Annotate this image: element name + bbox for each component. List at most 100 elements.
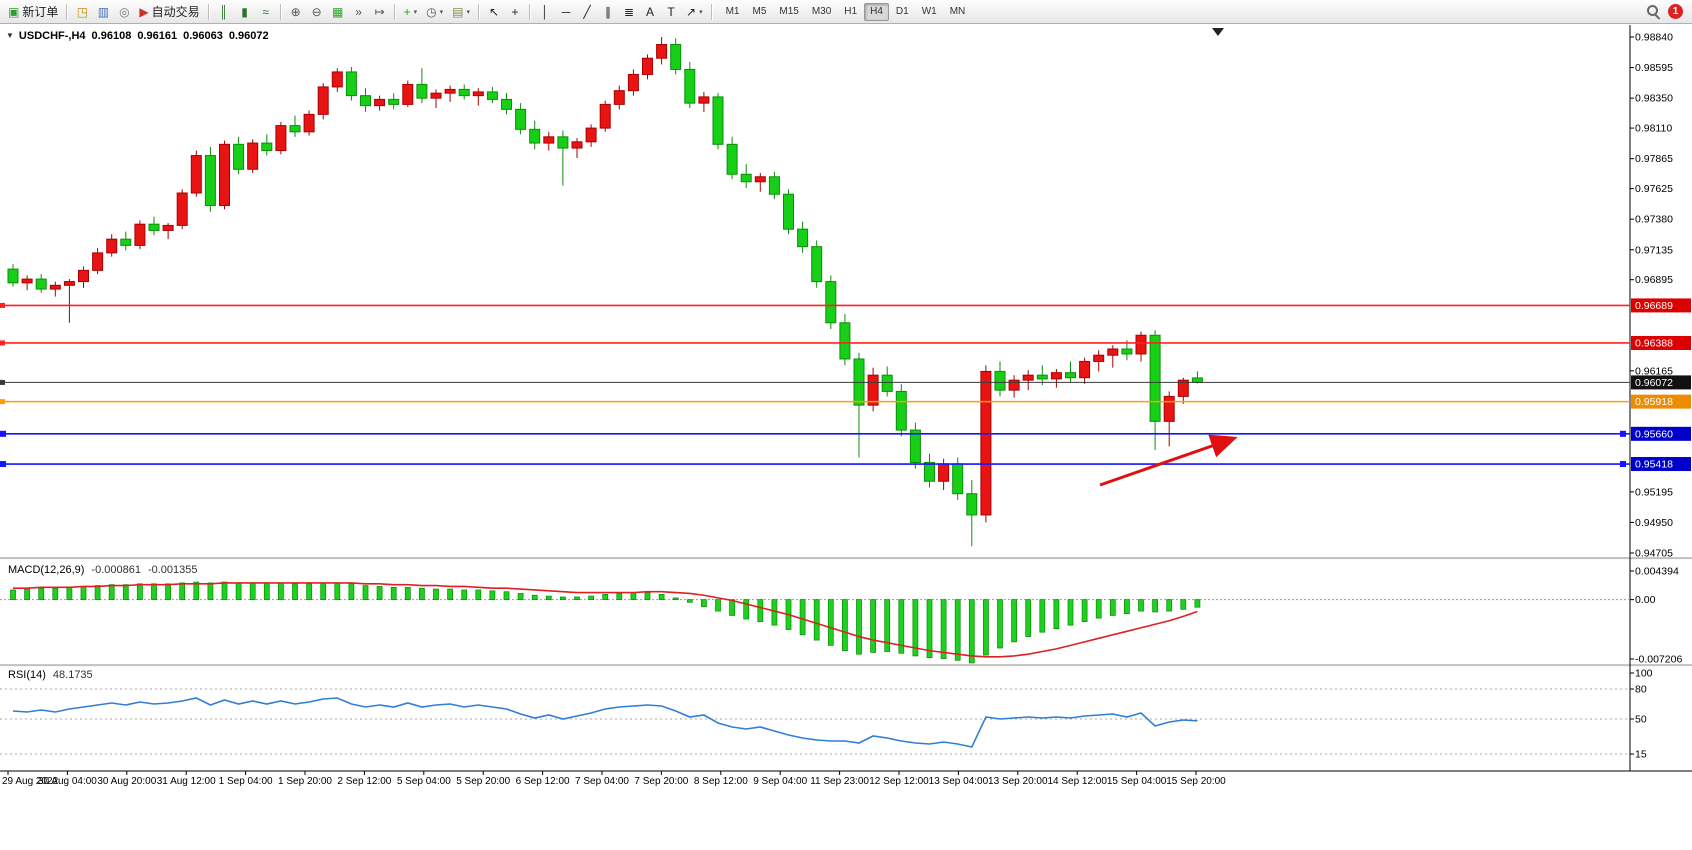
- time-axis-label[interactable]: 12 Sep 12:00: [869, 776, 929, 787]
- arrow-annotation[interactable]: [1099, 434, 1238, 487]
- price-tag-text: 0.96072: [1635, 377, 1673, 389]
- candle-body: [1022, 374, 1034, 381]
- zoom-out-button[interactable]: ⊖: [307, 2, 327, 22]
- vertical-line-button[interactable]: │: [535, 2, 555, 22]
- time-axis-label[interactable]: 1 Sep 04:00: [219, 776, 273, 787]
- macd-histogram-bar: [221, 581, 228, 601]
- chart-window-button[interactable]: ◳: [72, 2, 92, 22]
- auto-scroll-button[interactable]: »: [349, 2, 369, 22]
- cursor-button[interactable]: ↖: [484, 2, 504, 22]
- candle-body: [613, 90, 625, 105]
- price-axis-label: 0.97865: [1635, 153, 1673, 165]
- text-button[interactable]: A: [640, 2, 660, 22]
- candle-body: [7, 268, 19, 284]
- candlestick-chart-button[interactable]: ▮: [235, 2, 255, 22]
- time-axis-label[interactable]: 9 Sep 04:00: [753, 776, 807, 787]
- macd-histogram-bar: [179, 582, 186, 601]
- time-axis-label[interactable]: 5 Sep 04:00: [397, 776, 451, 787]
- ohlc-high: 0.96161: [137, 30, 178, 42]
- history-center-button[interactable]: ◎: [114, 2, 134, 22]
- text-label-button[interactable]: T: [661, 2, 681, 22]
- chart-shift-button[interactable]: ↦: [370, 2, 390, 22]
- time-axis-label[interactable]: 29 Aug 2022: [2, 776, 59, 787]
- time-axis-label[interactable]: 15 Sep 20:00: [1166, 776, 1226, 787]
- macd-histogram-bar: [390, 586, 397, 601]
- macd-histogram-bar: [263, 582, 270, 601]
- candle-body: [78, 269, 89, 283]
- macd-histogram-bar: [658, 593, 665, 601]
- chart-shift-marker[interactable]: [1212, 28, 1224, 36]
- time-axis-label[interactable]: 1 Sep 20:00: [278, 776, 332, 787]
- tile-windows-button[interactable]: ▦: [328, 2, 348, 22]
- time-axis-label[interactable]: 14 Sep 12:00: [1047, 776, 1107, 787]
- macd-histogram-bar: [433, 588, 439, 601]
- time-axis-label[interactable]: 11 Sep 23:00: [810, 776, 869, 787]
- macd-histogram-bar: [376, 586, 383, 601]
- macd-histogram-bar: [306, 583, 312, 601]
- autotrading-button[interactable]: ▶ 自动交易: [135, 2, 203, 22]
- candle-body: [444, 88, 456, 94]
- price-axis-label: 0.96165: [1635, 365, 1673, 377]
- timeframe-group: M1 M5 M15 M30 H1 H4 D1 W1 MN: [720, 2, 972, 21]
- candle-body: [952, 463, 964, 495]
- horizontal-line-button[interactable]: ─: [556, 2, 576, 22]
- time-axis-label[interactable]: 7 Sep 20:00: [634, 776, 688, 787]
- time-axis-label[interactable]: 30 Aug 04:00: [38, 776, 97, 787]
- symbol-dropdown-icon[interactable]: ▼: [6, 31, 14, 40]
- macd-histogram-bar: [968, 599, 975, 664]
- time-axis-label[interactable]: 6 Sep 12:00: [516, 776, 570, 787]
- search-icon[interactable]: [1646, 4, 1661, 19]
- crosshair-button[interactable]: +: [505, 2, 525, 22]
- candle-body: [63, 281, 75, 286]
- channel-button[interactable]: ∥: [598, 2, 618, 22]
- candle-body: [204, 155, 216, 206]
- new-order-button[interactable]: ▣ 新订单: [4, 2, 62, 22]
- candle-body: [275, 125, 287, 152]
- chart-canvas[interactable]: 0.004394 0.00 -0.007206 100 80 50 15 0.96689 0.9…: [0, 25, 1692, 815]
- candle-body: [1135, 334, 1147, 355]
- time-axis-label[interactable]: 7 Sep 04:00: [575, 776, 629, 787]
- timeframe-h4[interactable]: H4: [864, 2, 889, 21]
- timeframe-m1[interactable]: M1: [720, 3, 746, 21]
- timeframe-m5[interactable]: M5: [746, 3, 772, 21]
- time-axis-label[interactable]: 31 Aug 12:00: [157, 776, 216, 787]
- bar-chart-button[interactable]: ║: [214, 2, 234, 22]
- time-axis-label[interactable]: 30 Aug 20:00: [97, 776, 156, 787]
- candle-body: [712, 96, 724, 145]
- notification-badge[interactable]: 1: [1668, 4, 1683, 19]
- timeframe-d1[interactable]: D1: [890, 3, 915, 21]
- fibonacci-button[interactable]: ≣: [619, 2, 639, 22]
- time-axis-label[interactable]: 8 Sep 12:00: [694, 776, 748, 787]
- trendline-button[interactable]: ╱: [577, 2, 597, 22]
- timeframe-m15[interactable]: M15: [773, 3, 804, 21]
- price-axis-label: 0.94705: [1635, 548, 1673, 560]
- time-axis-label[interactable]: 5 Sep 20:00: [456, 776, 510, 787]
- periods-button[interactable]: ◷ ▾: [422, 2, 447, 22]
- candle-body: [430, 92, 442, 99]
- time-axis-label[interactable]: 13 Sep 20:00: [988, 776, 1048, 787]
- candle-body: [599, 103, 611, 129]
- arrows-button[interactable]: ↗ ▾: [682, 2, 707, 22]
- timeframe-w1[interactable]: W1: [916, 3, 943, 21]
- candle-body: [543, 136, 555, 144]
- market-watch-button[interactable]: ▥: [93, 2, 113, 22]
- candle-body: [35, 278, 47, 290]
- zoom-out-icon: ⊖: [311, 4, 322, 19]
- timeframe-mn[interactable]: MN: [944, 3, 972, 21]
- time-axis-label[interactable]: 2 Sep 12:00: [337, 776, 391, 787]
- chart-shift-icon: ↦: [374, 4, 385, 19]
- templates-button[interactable]: ▤ ▾: [448, 2, 474, 22]
- time-axis-label[interactable]: 15 Sep 04:00: [1107, 776, 1167, 787]
- time-axis-label[interactable]: 13 Sep 04:00: [929, 776, 989, 787]
- candle-body: [698, 96, 710, 104]
- line-chart-button[interactable]: ≈: [256, 2, 276, 22]
- macd-histogram-bar: [193, 581, 200, 601]
- macd-histogram-bar: [292, 583, 298, 601]
- macd-indicator-label: MACD(12,26,9) -0.000861 -0.001355: [8, 564, 198, 576]
- timeframe-m30[interactable]: M30: [806, 3, 837, 21]
- zoom-in-button[interactable]: ⊕: [286, 2, 306, 22]
- candle-body: [754, 176, 766, 183]
- macd-histogram-bar: [419, 587, 425, 601]
- timeframe-h1[interactable]: H1: [838, 3, 863, 21]
- indicators-button[interactable]: + ▾: [400, 2, 422, 22]
